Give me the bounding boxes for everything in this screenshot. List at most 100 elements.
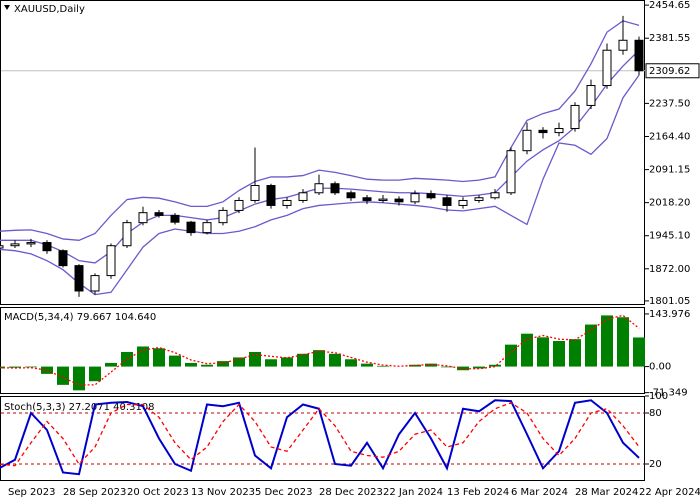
candle-body (490, 192, 500, 199)
candle-body (58, 250, 68, 267)
candle-body (0, 245, 4, 249)
x-tick-label: 28 Sep 2023 (63, 487, 126, 498)
x-tick-label: 20 Oct 2023 (127, 487, 189, 498)
symbol-menu-icon (4, 5, 10, 10)
candle-body (218, 209, 228, 224)
candle-body (538, 129, 548, 134)
macd-bar (553, 340, 565, 367)
macd-bar (329, 353, 341, 367)
macd-bar (633, 337, 645, 367)
x-tick-label: 22 Apr 2024 (639, 487, 700, 498)
macd-bar (505, 344, 517, 367)
x-tick-label: Sep 2023 (8, 487, 55, 498)
macd-bar (0, 366, 5, 369)
macd-bar (569, 339, 581, 367)
candle-body (634, 39, 644, 72)
macd-bar (73, 366, 85, 391)
candle-body (234, 199, 244, 211)
bollinger-band (0, 49, 640, 264)
candle-body (298, 192, 308, 201)
candle-body (106, 245, 116, 277)
macd-bar (25, 366, 37, 368)
y-tick-label: -71.349 (649, 388, 688, 399)
main-panel-frame (0, 0, 645, 305)
macd-bar (169, 355, 181, 367)
macd-bar (345, 359, 357, 367)
macd-bar (441, 366, 453, 368)
macd-title: MACD(5,34,4) 79.667 104.640 (4, 312, 156, 323)
y-tick-label: 2164.40 (649, 131, 690, 142)
macd-bar (377, 365, 389, 367)
y-tick-label: 2091.15 (649, 165, 690, 176)
candle-body (42, 242, 52, 252)
y-tick-label: 1872.00 (649, 264, 690, 275)
candle-body (394, 198, 404, 203)
candle-body (378, 198, 388, 201)
macd-bar (281, 357, 293, 367)
stoch-signal (0, 402, 640, 467)
x-tick-label: 5 Dec 2023 (255, 487, 313, 498)
y-tick-label: 0.00 (649, 362, 671, 373)
macd-bar (137, 346, 149, 367)
y-tick-label: 2018.20 (649, 198, 690, 209)
candle-body (330, 183, 340, 194)
candle-body (554, 128, 564, 134)
candle-body (122, 222, 132, 247)
macd-bar (601, 315, 613, 367)
macd-bar (297, 353, 309, 367)
candle-body (426, 193, 436, 199)
candle-body (474, 197, 484, 201)
macd-bar (153, 348, 165, 367)
candle-body (282, 199, 292, 206)
candle-body (442, 197, 452, 206)
macd-signal (0, 314, 640, 386)
candle-body (506, 150, 516, 194)
macd-bar (89, 366, 101, 382)
x-tick-label: 22 Jan 2024 (383, 487, 443, 498)
bollinger-band (0, 20, 640, 241)
candle-body (618, 39, 628, 51)
x-tick-label: 13 Nov 2023 (191, 487, 255, 498)
chart-title: XAUUSD,Daily (14, 4, 85, 15)
candle-body (186, 221, 196, 234)
stoch-panel-frame (0, 396, 645, 481)
x-tick-label: 28 Dec 2023 (319, 487, 383, 498)
candle-body (266, 185, 276, 206)
macd-bar (185, 362, 197, 367)
candle-body (346, 192, 356, 199)
macd-bar (489, 364, 501, 367)
candle-body (314, 183, 324, 194)
macd-bar (249, 351, 261, 367)
macd-bar (425, 363, 437, 367)
candle-body (410, 193, 420, 203)
candle-body (522, 129, 532, 152)
y-tick-label: 100 (649, 391, 668, 402)
y-tick-label: 143.976 (649, 309, 690, 320)
macd-bar (585, 324, 597, 367)
macd-bar (9, 366, 21, 368)
x-tick-label: 6 Mar 2024 (511, 487, 568, 498)
candle-body (586, 85, 596, 106)
candle-body (362, 197, 372, 201)
y-tick-label: 20 (649, 459, 662, 470)
candle-body (74, 265, 84, 292)
candle-body (26, 242, 36, 245)
bollinger-band (0, 74, 640, 296)
macd-bar (313, 350, 325, 367)
candle-body (10, 243, 20, 247)
y-tick-label: 2454.65 (649, 0, 690, 11)
candle-body (570, 104, 580, 130)
macd-bar (217, 361, 229, 367)
macd-bar (201, 364, 213, 367)
x-tick-label: 28 Mar 2024 (575, 487, 638, 498)
x-tick-label: 13 Feb 2024 (447, 487, 509, 498)
y-tick-label: 1801.05 (649, 296, 690, 307)
macd-bar (265, 359, 277, 367)
macd-bar (537, 337, 549, 367)
candle-body (202, 222, 212, 234)
stoch-title: Stoch(5,3,3) 27.2071 40.3108 (4, 402, 155, 413)
last-price-box (645, 63, 700, 79)
candle-body (154, 212, 164, 216)
y-tick-label: 2381.55 (649, 33, 690, 44)
